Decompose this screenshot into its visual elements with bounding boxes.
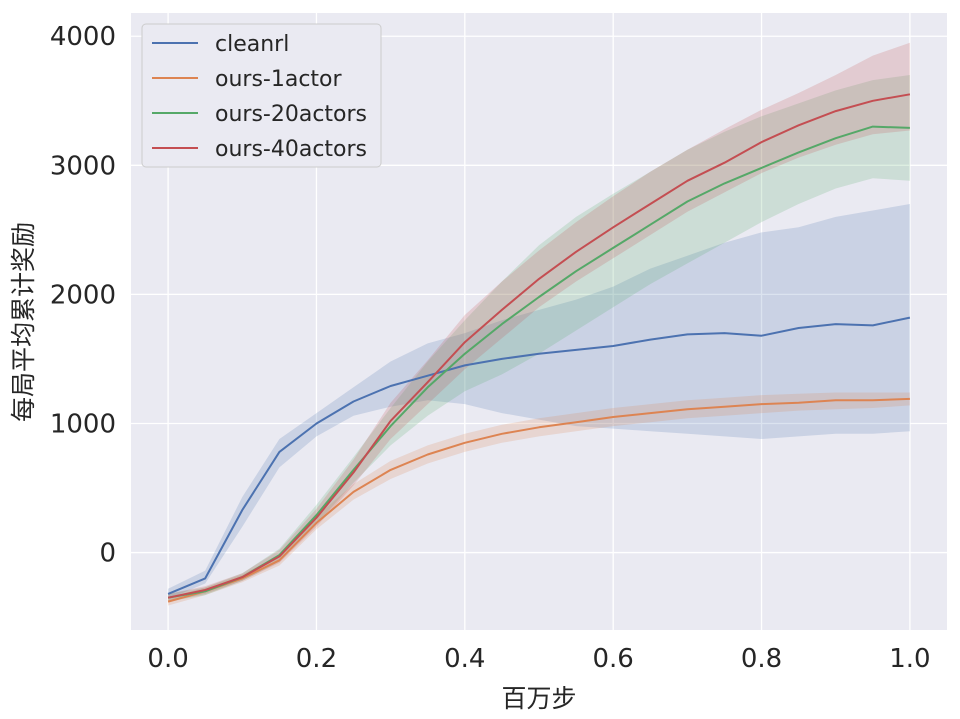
y-tick-label: 0 bbox=[99, 539, 116, 569]
x-axis-label: 百万步 bbox=[501, 684, 576, 713]
x-tick-label: 0.0 bbox=[147, 644, 188, 674]
band-cleanrl bbox=[168, 204, 910, 599]
y-tick-labels: 0 1000 2000 3000 4000 bbox=[50, 22, 116, 568]
line-ours-40actors bbox=[167, 93, 911, 599]
legend: cleanrl ours-1actor ours-20actors ours-40ac… bbox=[141, 23, 382, 168]
band-ours-1actor bbox=[168, 392, 910, 606]
legend-label-ours-40actors: ours-40actors bbox=[215, 137, 367, 162]
legend-label-cleanrl: cleanrl bbox=[215, 32, 289, 57]
line-ours-1actor bbox=[167, 397, 910, 603]
legend-label-ours-20actors: ours-20actors bbox=[215, 102, 367, 127]
y-tick-label: 3000 bbox=[50, 151, 116, 181]
y-tick-label: 1000 bbox=[50, 409, 116, 439]
legend-box bbox=[141, 23, 382, 168]
x-tick-labels: 0.0 0.2 0.4 0.6 0.8 1.0 bbox=[147, 644, 930, 674]
x-tick-label: 0.4 bbox=[444, 644, 485, 674]
series-lines bbox=[167, 93, 911, 603]
line-ours-20actors bbox=[167, 125, 910, 599]
y-axis-label: 每局平均累计奖励 bbox=[9, 222, 38, 422]
x-tick-label: 0.8 bbox=[741, 644, 782, 674]
x-tick-label: 0.6 bbox=[593, 644, 634, 674]
line-cleanrl bbox=[167, 316, 911, 595]
grid bbox=[131, 13, 947, 630]
legend-label-ours-1actor: ours-1actor bbox=[215, 67, 343, 92]
x-tick-label: 0.2 bbox=[296, 644, 337, 674]
x-tick-label: 1.0 bbox=[889, 644, 930, 674]
y-tick-label: 2000 bbox=[50, 280, 116, 310]
y-tick-label: 4000 bbox=[50, 22, 116, 52]
